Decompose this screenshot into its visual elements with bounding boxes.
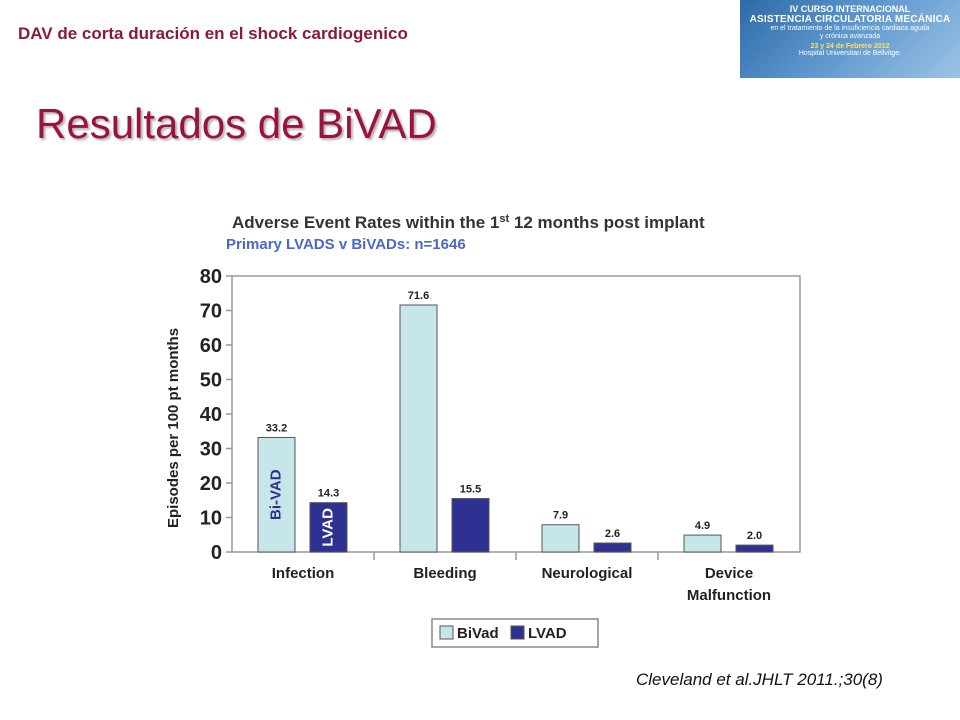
y-axis-label: Episodes per 100 pt months <box>165 328 182 528</box>
data-label: 7.9 <box>553 510 568 522</box>
x-category-label-line2: Malfunction <box>687 587 771 604</box>
legend-swatch-bivad <box>439 625 454 640</box>
chart-title-rest: 12 months post implant <box>509 213 705 232</box>
x-category-label: Device <box>705 565 753 582</box>
bar-bivad-3 <box>683 534 722 553</box>
slide-title: Resultados de BiVAD <box>36 100 437 147</box>
bar-bivad-0 <box>257 436 296 553</box>
y-tick-label: 50 <box>200 370 222 392</box>
header-text: DAV de corta duración en el shock cardio… <box>18 24 408 43</box>
legend-label-lvad: LVAD <box>528 625 567 642</box>
chart-title: Adverse Event Rates within the 1st 12 mo… <box>232 213 705 232</box>
x-category-label: Bleeding <box>413 565 476 582</box>
legend-box <box>431 618 599 648</box>
legend: BiVad LVAD <box>431 618 599 648</box>
course-banner: IV CURSO INTERNACIONAL ASISTENCIA CIRCUL… <box>740 0 960 78</box>
citation: Cleveland et al.JHLT 2011.;30(8) <box>636 670 883 689</box>
x-category-label: Neurological <box>542 565 633 582</box>
data-label: 4.9 <box>695 520 710 532</box>
banner-line-4: y crónica avanzada <box>819 33 881 40</box>
banner-line-5: 23 y 24 de Febrero 2012 <box>810 43 890 50</box>
y-tick-label: 40 <box>200 404 222 426</box>
bar-inner-label: Bi-VAD <box>267 469 284 520</box>
bar-chart: Adverse Event Rates within the 1st 12 mo… <box>165 213 801 648</box>
y-tick-label: 60 <box>200 335 222 357</box>
data-label: 71.6 <box>408 290 429 302</box>
data-label: 2.0 <box>747 530 762 542</box>
x-axis-categories: Infection Bleeding Neurological Device Malfu… <box>272 552 771 604</box>
bar-inner-label: LVAD <box>319 508 336 547</box>
data-label: 2.6 <box>605 528 620 540</box>
legend-label-bivad: BiVad <box>457 625 499 642</box>
bars: 33.2 Bi-VAD 14.3 LVAD 71.6 15.5 7.9 2.6 4.9 2.0 <box>257 290 774 553</box>
chart-title-main: Adverse Event Rates within the 1 <box>232 213 499 232</box>
banner-line-1: IV CURSO INTERNACIONAL <box>789 4 911 14</box>
chart-subtitle: Primary LVADS v BiVADs: n=1646 <box>226 236 466 253</box>
bar-bivad-1 <box>399 304 438 553</box>
data-label: 15.5 <box>460 484 481 496</box>
bar-lvad-0 <box>309 502 348 553</box>
banner-line-2: ASISTENCIA CIRCULATORIA MECÁNICA <box>749 14 951 25</box>
y-tick-label: 80 <box>200 266 222 288</box>
bar-bivad-2 <box>541 524 580 553</box>
bar-lvad-1 <box>451 498 490 553</box>
y-tick-label: 0 <box>211 542 222 564</box>
banner-line-6: Hospital Universitari de Bellvitge. <box>798 50 902 57</box>
y-axis-ticks: 0 10 20 30 40 50 60 70 80 <box>200 266 232 564</box>
data-label: 14.3 <box>318 488 339 500</box>
y-tick-label: 30 <box>200 439 222 461</box>
banner-line-3: en el tratamiento de la insuficiencia ca… <box>770 25 930 32</box>
bar-lvad-2 <box>593 542 632 553</box>
y-tick-label: 70 <box>200 301 222 323</box>
bar-lvad-3 <box>735 544 774 553</box>
x-category-label: Infection <box>272 565 335 582</box>
data-label: 33.2 <box>266 422 287 434</box>
y-tick-label: 20 <box>200 473 222 495</box>
legend-swatch-lvad <box>510 625 525 640</box>
chart-title-sup: st <box>499 213 509 225</box>
y-tick-label: 10 <box>200 508 222 530</box>
